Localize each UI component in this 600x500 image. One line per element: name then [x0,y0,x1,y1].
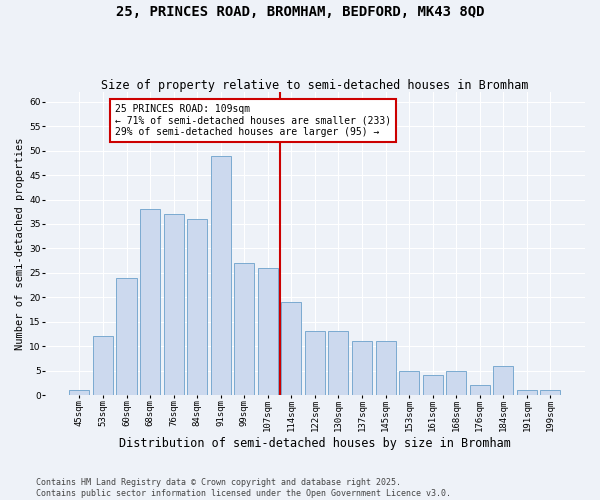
Bar [187,219,207,395]
Bar [281,302,301,395]
X-axis label: Distribution of semi-detached houses by size in Bromham: Distribution of semi-detached houses by … [119,437,511,450]
Bar [116,278,137,395]
Bar [234,263,254,395]
Bar [140,210,160,395]
Bar [422,376,443,395]
Bar [211,156,231,395]
Bar [328,332,349,395]
Bar [493,366,514,395]
Bar [352,342,372,395]
Bar [376,342,395,395]
Bar [470,386,490,395]
Bar [446,370,466,395]
Bar [541,390,560,395]
Bar [93,336,113,395]
Bar [399,370,419,395]
Text: Contains HM Land Registry data © Crown copyright and database right 2025.
Contai: Contains HM Land Registry data © Crown c… [36,478,451,498]
Title: Size of property relative to semi-detached houses in Bromham: Size of property relative to semi-detach… [101,79,529,92]
Y-axis label: Number of semi-detached properties: Number of semi-detached properties [15,138,25,350]
Bar [517,390,537,395]
Bar [70,390,89,395]
Bar [258,268,278,395]
Bar [305,332,325,395]
Bar [164,214,184,395]
Text: 25, PRINCES ROAD, BROMHAM, BEDFORD, MK43 8QD: 25, PRINCES ROAD, BROMHAM, BEDFORD, MK43… [116,5,484,19]
Text: 25 PRINCES ROAD: 109sqm
← 71% of semi-detached houses are smaller (233)
29% of s: 25 PRINCES ROAD: 109sqm ← 71% of semi-de… [115,104,391,138]
